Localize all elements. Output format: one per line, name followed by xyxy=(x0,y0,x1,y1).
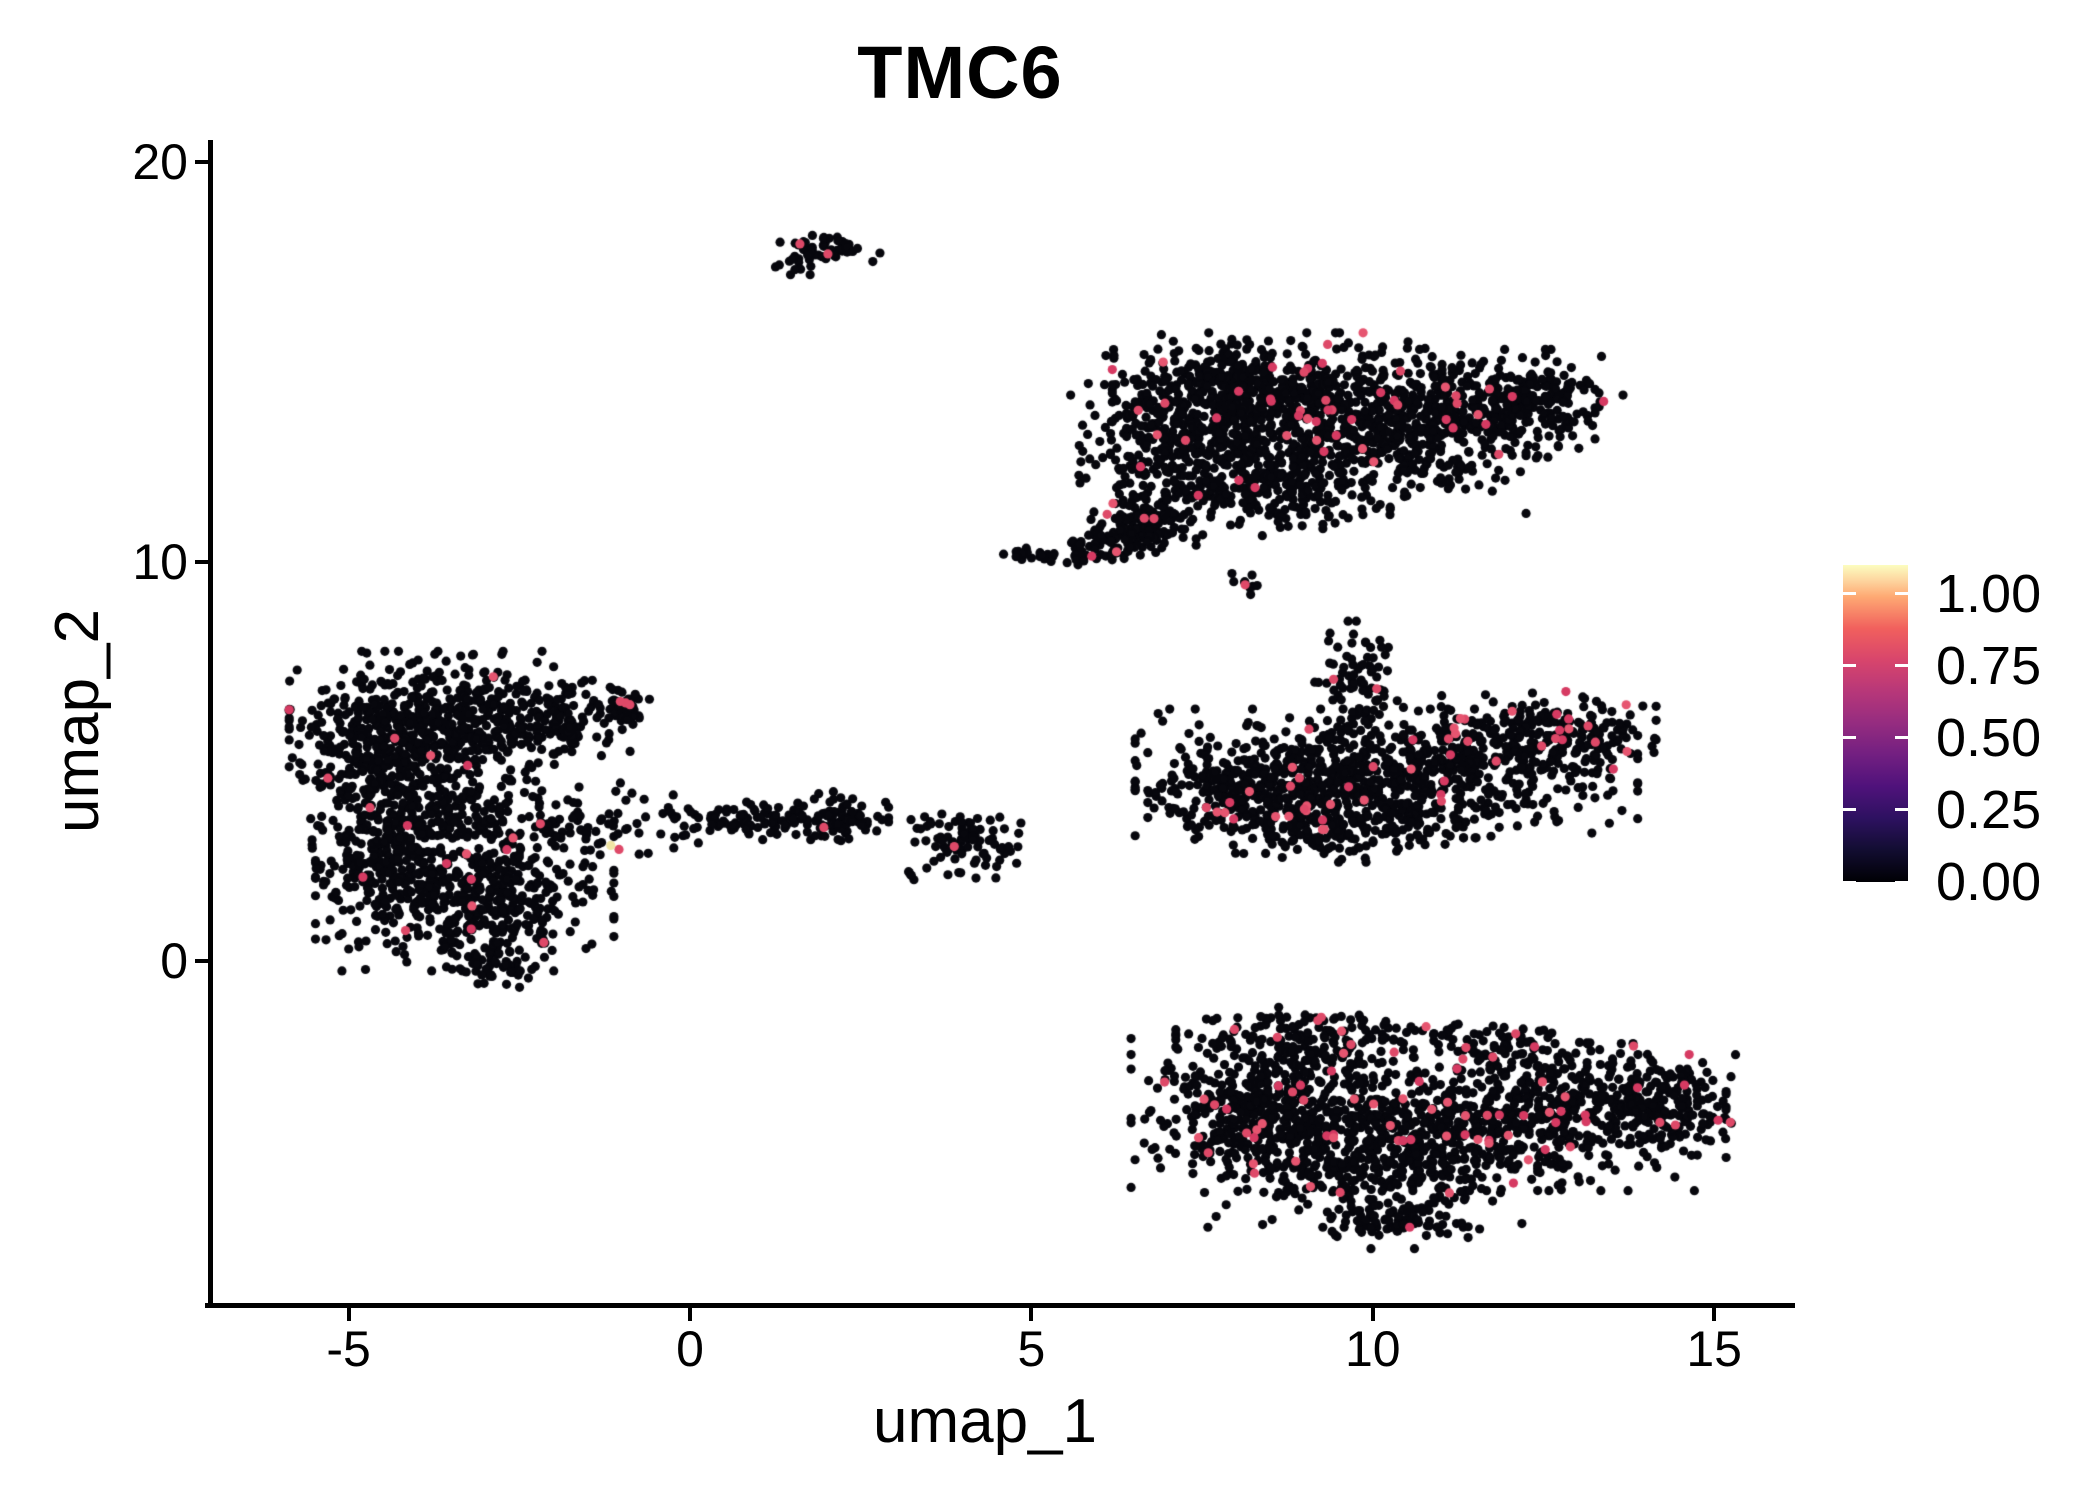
plot-title: TMC6 xyxy=(857,31,1063,114)
x-tick-mark xyxy=(1370,1308,1375,1321)
colorbar-tick-label: 0.00 xyxy=(1936,852,2042,912)
colorbar-gradient xyxy=(1843,565,1908,882)
x-tick-label: -5 xyxy=(326,1321,371,1377)
y-tick-mark xyxy=(195,559,208,564)
x-tick-mark xyxy=(1712,1308,1717,1321)
colorbar-tick-label: 1.00 xyxy=(1936,563,2042,624)
colorbar-tick-mark xyxy=(1843,592,1856,596)
y-axis-title: umap_2 xyxy=(43,608,112,834)
y-tick-label: 10 xyxy=(132,533,188,590)
colorbar-tick-mark xyxy=(1843,880,1856,884)
x-axis-line xyxy=(205,1303,1795,1308)
y-tick-label: 0 xyxy=(160,933,188,990)
colorbar-tick-label: 0.50 xyxy=(1936,707,2042,768)
colorbar-tick-mark xyxy=(1895,664,1908,668)
x-tick-label: 0 xyxy=(676,1321,704,1377)
y-tick-mark xyxy=(195,959,208,964)
x-tick-label: 5 xyxy=(1017,1321,1046,1377)
colorbar-tick-label: 0.25 xyxy=(1936,779,2042,840)
colorbar-tick-mark xyxy=(1843,664,1856,668)
colorbar-tick-label: 0.75 xyxy=(1936,635,2042,696)
colorbar-tick-mark xyxy=(1895,736,1908,740)
y-tick-mark xyxy=(195,159,208,164)
y-tick-label: 20 xyxy=(132,133,188,190)
colorbar-tick-mark xyxy=(1843,808,1856,812)
colorbar-tick-mark xyxy=(1895,592,1908,596)
y-axis-line xyxy=(208,140,213,1308)
x-axis-title: umap_1 xyxy=(872,1387,1098,1456)
colorbar-tick-mark xyxy=(1895,808,1908,812)
x-tick-mark xyxy=(687,1308,692,1321)
colorbar-tick-mark xyxy=(1895,880,1908,884)
x-tick-mark xyxy=(346,1308,351,1321)
x-tick-mark xyxy=(1029,1308,1034,1321)
x-tick-label: 15 xyxy=(1686,1321,1742,1377)
x-tick-label: 10 xyxy=(1344,1321,1401,1377)
colorbar-tick-mark xyxy=(1843,736,1856,740)
